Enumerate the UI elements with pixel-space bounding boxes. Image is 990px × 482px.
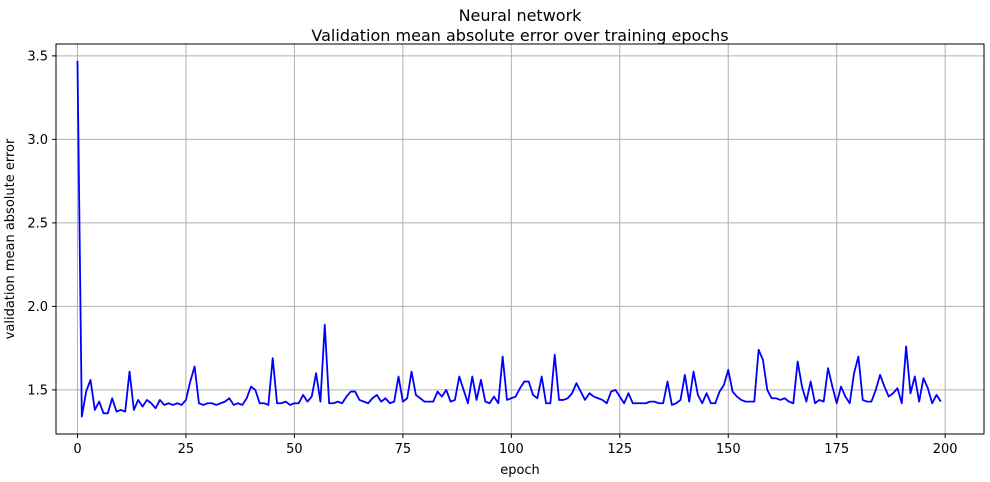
- y-axis: 1.5 2.0 2.5 3.0 3.5: [27, 49, 56, 398]
- x-axis: 0 25 50 75 100 125 150 175 200: [73, 434, 958, 457]
- y-tick-label: 3.5: [27, 49, 48, 64]
- x-tick-label: 25: [178, 442, 195, 457]
- y-tick-label: 2.5: [27, 216, 48, 231]
- x-tick-label: 150: [716, 442, 741, 457]
- x-tick-label: 100: [499, 442, 524, 457]
- chart-title: Neural network: [459, 6, 583, 25]
- x-tick-label: 125: [607, 442, 632, 457]
- y-tick-label: 3.0: [27, 133, 48, 148]
- y-tick-label: 1.5: [27, 383, 48, 398]
- x-tick-label: 0: [73, 442, 81, 457]
- plot-area: [56, 44, 984, 434]
- x-tick-label: 175: [824, 442, 849, 457]
- chart-subtitle: Validation mean absolute error over trai…: [311, 26, 728, 45]
- plot-frame: [55, 43, 985, 435]
- y-axis-label: validation mean absolute error: [3, 138, 18, 339]
- x-axis-label: epoch: [500, 463, 540, 478]
- series-line: [76, 60, 942, 418]
- x-tick-label: 200: [933, 442, 958, 457]
- x-tick-label: 75: [395, 442, 412, 457]
- y-tick-label: 2.0: [27, 300, 48, 315]
- x-tick-label: 50: [286, 442, 303, 457]
